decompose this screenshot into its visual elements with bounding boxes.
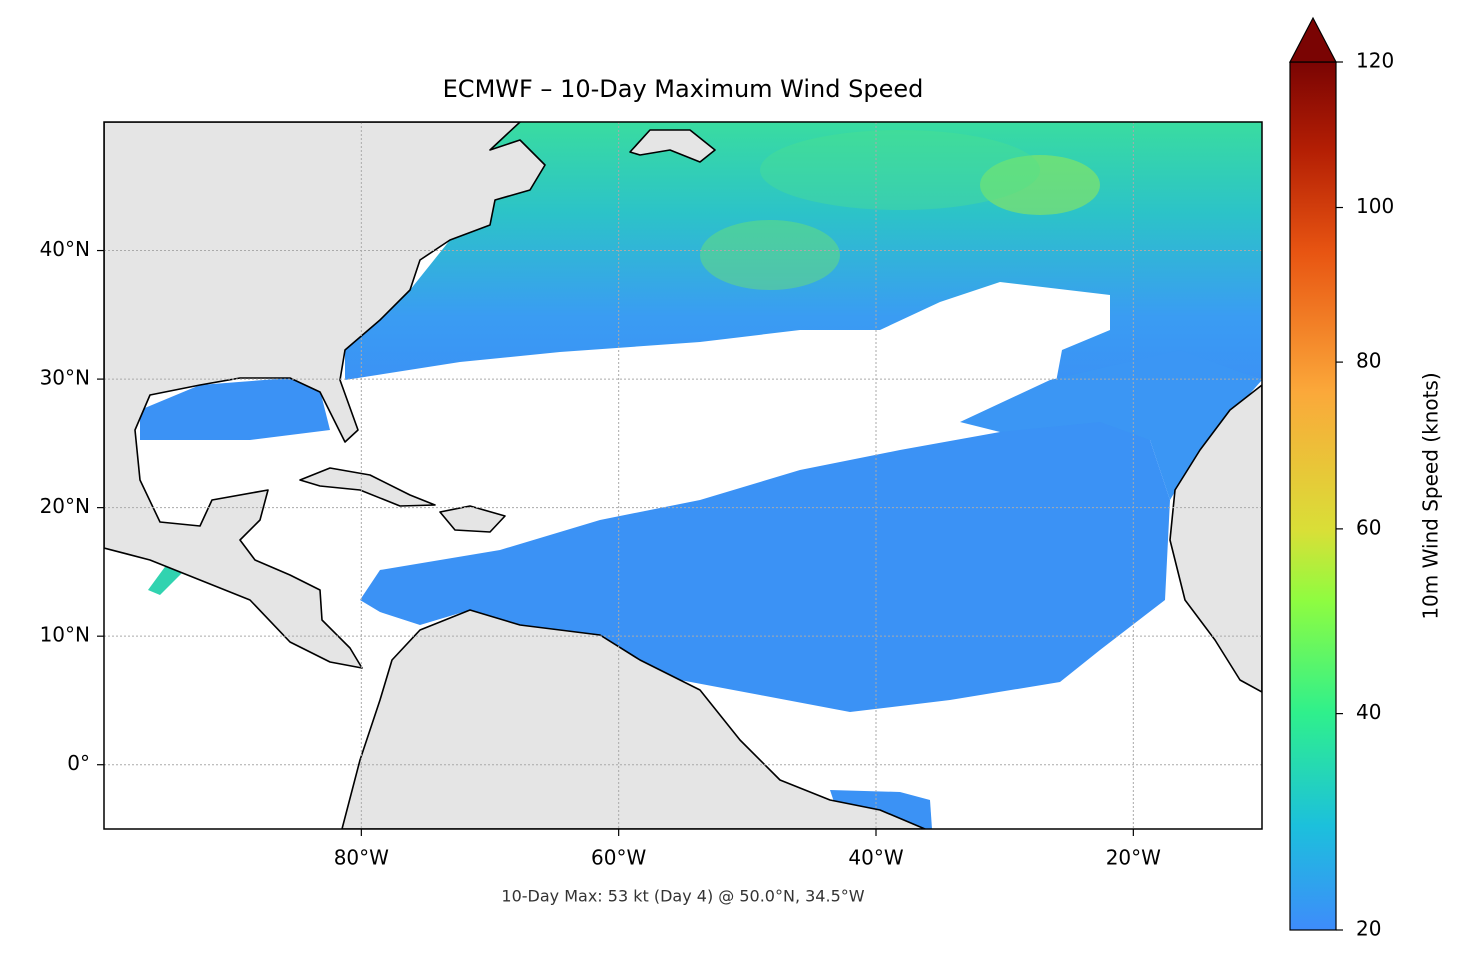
map-frame xyxy=(103,121,1263,830)
land-cuba xyxy=(299,467,436,507)
wind-maximum xyxy=(760,130,1040,210)
x-tick-label: 80°W xyxy=(334,846,389,870)
land-africa xyxy=(1169,384,1262,693)
x-tick-label: 60°W xyxy=(591,846,646,870)
y-tick-label: 0° xyxy=(67,751,90,775)
grid xyxy=(104,122,1262,829)
colorbar xyxy=(1289,61,1337,931)
annotation: 10-Day Max: 53 kt (Day 4) @ 50.0°N, 34.5… xyxy=(501,887,864,906)
wind-maximum xyxy=(700,220,840,290)
wind-field xyxy=(360,422,1170,712)
colorbar-tick-label: 80 xyxy=(1356,349,1381,373)
land-newfoundland xyxy=(629,129,716,163)
colorbar-tick-label: 120 xyxy=(1356,49,1394,73)
colorbar-tick-label: 100 xyxy=(1356,194,1394,218)
land-hispaniola xyxy=(439,505,506,533)
y-tick-label: 30°N xyxy=(40,366,90,390)
chart-title: ECMWF – 10-Day Maximum Wind Speed xyxy=(443,75,924,103)
wind-field xyxy=(140,378,330,440)
wind-field xyxy=(960,350,1262,500)
colorbar-extend xyxy=(1289,16,1337,63)
map-area xyxy=(104,122,1262,829)
colorbar-label: 10m Wind Speed (knots) xyxy=(1419,372,1443,619)
y-tick-label: 10°N xyxy=(40,623,90,647)
y-tick-label: 40°N xyxy=(40,237,90,261)
colorbar-tick-label: 40 xyxy=(1356,700,1381,724)
x-tick-label: 20°W xyxy=(1106,846,1161,870)
colorbar-tick-label: 60 xyxy=(1356,515,1381,539)
land-south-america xyxy=(341,609,926,829)
colorbar-tick-label: 20 xyxy=(1356,917,1381,941)
y-tick-label: 20°N xyxy=(40,494,90,518)
land-north-america xyxy=(104,122,546,669)
wind-maximum xyxy=(980,155,1100,215)
x-tick-label: 40°W xyxy=(848,846,903,870)
